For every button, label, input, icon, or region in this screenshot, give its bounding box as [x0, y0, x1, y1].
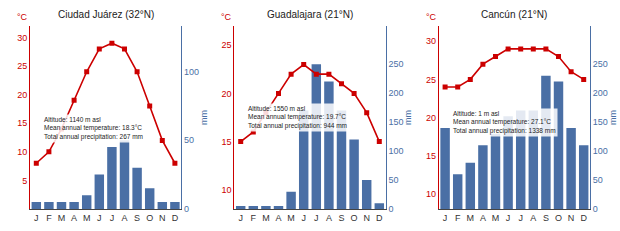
svg-text:N: N	[568, 213, 575, 223]
svg-text:M: M	[287, 213, 295, 223]
svg-text:20: 20	[222, 89, 232, 99]
svg-text:10: 10	[222, 185, 232, 195]
svg-text:15: 15	[426, 151, 436, 161]
svg-text:200: 200	[593, 88, 608, 98]
svg-text:N: N	[159, 213, 166, 223]
svg-text:A: A	[480, 213, 486, 223]
svg-text:M: M	[262, 213, 270, 223]
svg-text:50: 50	[388, 175, 398, 185]
svg-text:M: M	[58, 213, 66, 223]
svg-text:A: A	[530, 213, 536, 223]
svg-text:150: 150	[593, 117, 608, 127]
svg-text:25: 25	[17, 61, 27, 71]
svg-text:S: S	[338, 213, 344, 223]
svg-text:5: 5	[22, 176, 27, 186]
svg-text:Altitude: 1 m aslMean annual t: Altitude: 1 m aslMean annual temperature…	[453, 110, 556, 135]
svg-text:F: F	[46, 213, 52, 223]
svg-text:mm: mm	[403, 110, 413, 125]
svg-text:0: 0	[388, 204, 393, 214]
svg-text:20: 20	[426, 113, 436, 123]
svg-text:°C: °C	[221, 12, 232, 22]
svg-text:J: J	[110, 213, 115, 223]
svg-text:250: 250	[593, 59, 608, 69]
svg-text:J: J	[518, 213, 523, 223]
svg-text:Altitude: 1550 m aslMean annua: Altitude: 1550 m aslMean annual temperat…	[248, 105, 347, 130]
svg-text:Guadalajara (21°N): Guadalajara (21°N)	[267, 9, 353, 20]
svg-text:150: 150	[388, 117, 403, 127]
svg-text:J: J	[443, 213, 448, 223]
svg-text:J: J	[34, 213, 39, 223]
svg-text:S: S	[134, 213, 140, 223]
svg-text:100: 100	[388, 146, 403, 156]
svg-text:50: 50	[593, 175, 603, 185]
svg-text:25: 25	[426, 75, 436, 85]
svg-text:M: M	[467, 213, 475, 223]
svg-text:°C: °C	[17, 12, 28, 22]
svg-text:J: J	[314, 213, 319, 223]
svg-text:mm: mm	[608, 110, 618, 125]
svg-text:N: N	[363, 213, 370, 223]
svg-text:M: M	[83, 213, 91, 223]
svg-text:Cancún (21°N): Cancún (21°N)	[481, 9, 547, 20]
svg-text:15: 15	[222, 137, 232, 147]
svg-text:J: J	[506, 213, 511, 223]
svg-text:0: 0	[184, 204, 189, 214]
svg-text:50: 50	[184, 135, 194, 145]
svg-text:10: 10	[426, 189, 436, 199]
svg-text:D: D	[580, 213, 587, 223]
svg-text:F: F	[455, 213, 461, 223]
svg-text:D: D	[376, 213, 383, 223]
svg-text:100: 100	[184, 67, 199, 77]
svg-text:J: J	[301, 213, 306, 223]
svg-text:F: F	[251, 213, 257, 223]
svg-text:15: 15	[17, 118, 27, 128]
svg-text:A: A	[121, 213, 127, 223]
svg-text:D: D	[172, 213, 179, 223]
svg-text:30: 30	[426, 36, 436, 46]
svg-text:20: 20	[17, 90, 27, 100]
svg-text:M: M	[492, 213, 500, 223]
svg-text:30: 30	[17, 33, 27, 43]
svg-text:O: O	[146, 213, 153, 223]
svg-text:25: 25	[222, 40, 232, 50]
svg-text:10: 10	[17, 147, 27, 157]
svg-text:O: O	[555, 213, 562, 223]
svg-text:A: A	[326, 213, 332, 223]
svg-text:J: J	[97, 213, 102, 223]
svg-text:°C: °C	[426, 12, 437, 22]
svg-text:250: 250	[388, 59, 403, 69]
svg-text:0: 0	[593, 204, 598, 214]
svg-text:100: 100	[593, 146, 608, 156]
svg-text:mm: mm	[199, 110, 209, 125]
svg-text:200: 200	[388, 88, 403, 98]
svg-text:J: J	[238, 213, 243, 223]
svg-text:A: A	[275, 213, 281, 223]
svg-text:Ciudad Juárez (32°N): Ciudad Juárez (32°N)	[58, 9, 154, 20]
svg-text:Altitude: 1140 m aslMean annua: Altitude: 1140 m aslMean annual temperat…	[44, 116, 143, 141]
svg-text:A: A	[71, 213, 77, 223]
svg-text:O: O	[351, 213, 358, 223]
svg-text:S: S	[543, 213, 549, 223]
